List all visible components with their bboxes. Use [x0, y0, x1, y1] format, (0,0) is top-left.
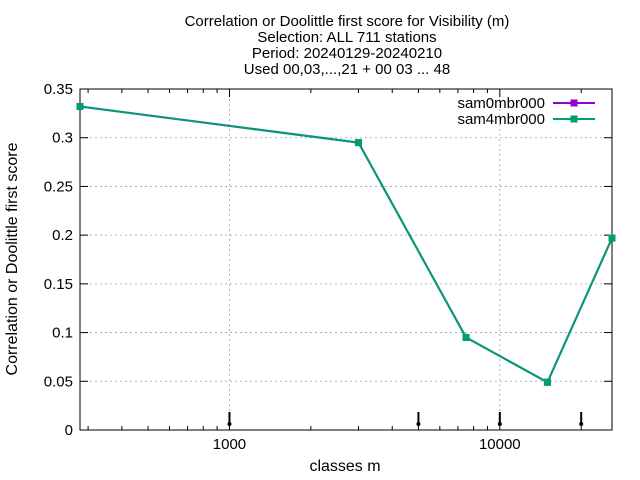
y-tick-label: 0.2 — [52, 227, 73, 244]
y-axis-label: Correlation or Doolittle first score — [4, 142, 21, 375]
axis-ticks — [80, 88, 612, 431]
chart-title-line: Selection: ALL 711 stations — [257, 29, 436, 46]
data-point — [543, 378, 551, 386]
plot-frame — [79, 88, 613, 431]
x-tick-labels: 1000 10000 — [213, 436, 521, 453]
series-line — [79, 105, 613, 384]
y-tick-label: 0.35 — [44, 81, 73, 98]
legend-marker — [570, 115, 578, 123]
bottom-marker-dot — [416, 422, 421, 426]
y-tick-label: 0.25 — [44, 178, 73, 195]
chart-title-line: Correlation or Doolittle first score for… — [185, 13, 510, 30]
y-tick-label: 0 — [65, 422, 73, 439]
data-point — [608, 234, 616, 242]
x-axis-label: classes m — [309, 458, 380, 475]
data-point — [354, 139, 362, 147]
y-tick-label: 0.15 — [44, 276, 73, 293]
bottom-marker-dot — [227, 422, 232, 426]
y-tick-label: 0.05 — [44, 373, 73, 390]
y-tick-label: 0.3 — [52, 130, 73, 147]
legend-marker — [570, 99, 578, 107]
chart-title: Correlation or Doolittle first score for… — [185, 13, 510, 78]
y-tick-label: 0.1 — [52, 325, 73, 342]
bottom-marker-dot — [497, 422, 502, 426]
bottom-marker-dot — [579, 422, 584, 426]
grid — [80, 89, 612, 430]
legend-label: sam4mbr000 — [457, 111, 545, 128]
x-tick-label: 10000 — [479, 436, 521, 453]
data-point — [76, 103, 84, 111]
series-line — [79, 105, 613, 384]
chart-title-line: Used 00,03,...,21 + 00 03 ... 48 — [244, 61, 450, 78]
data-point — [462, 333, 470, 341]
series — [76, 103, 616, 386]
legend-label: sam0mbr000 — [457, 95, 545, 112]
chart-title-line: Period: 20240129-20240210 — [252, 45, 442, 62]
x-tick-label: 1000 — [213, 436, 246, 453]
y-tick-labels: 0 0.05 0.1 0.15 0.2 0.25 0.3 0.35 — [44, 81, 73, 439]
bottom-markers — [227, 412, 584, 426]
